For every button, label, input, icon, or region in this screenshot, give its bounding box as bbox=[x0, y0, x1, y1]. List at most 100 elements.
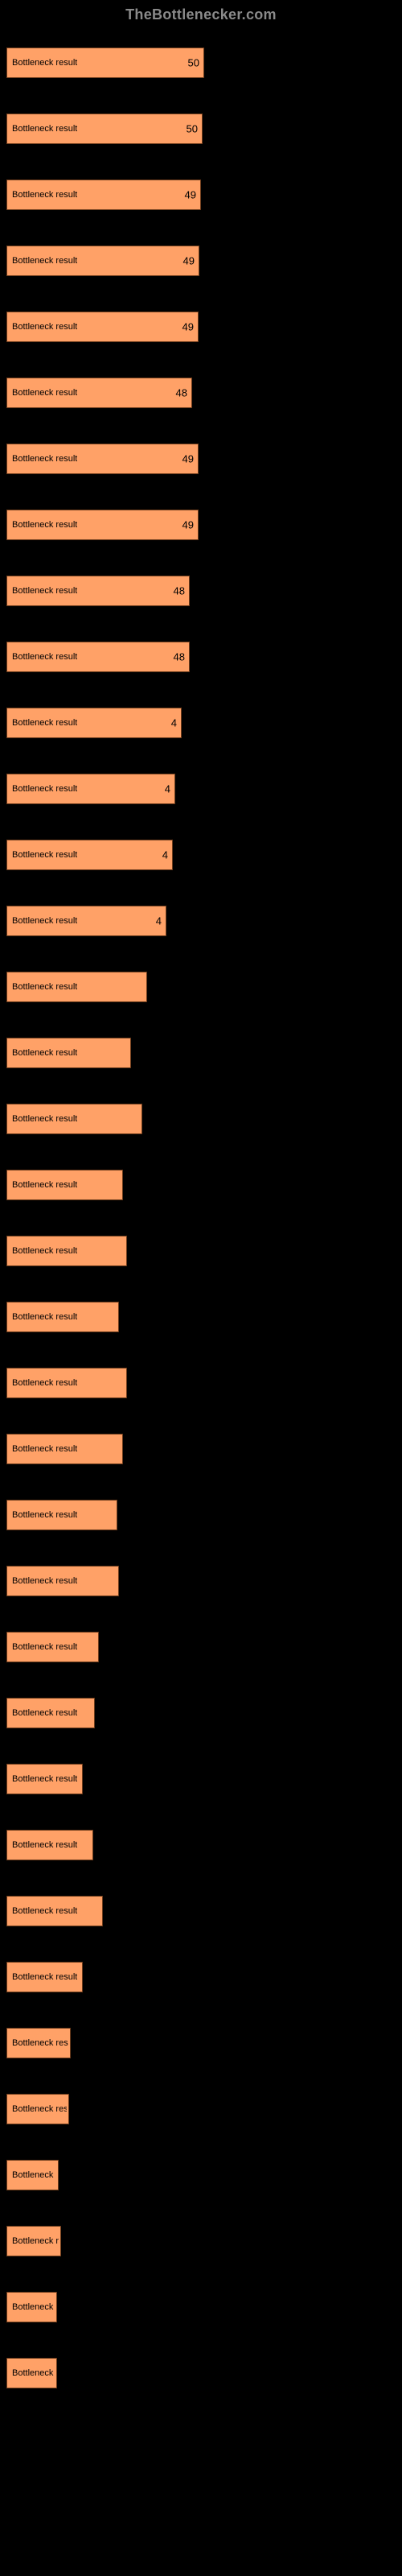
bar-value: 48 bbox=[174, 651, 185, 663]
row-label: NVIDIA GeForce RTX 4080 bbox=[6, 168, 396, 176]
bottleneck-bar[interactable]: Bottleneck result bbox=[6, 1698, 95, 1728]
bar-wrap: Bottleneck result4 bbox=[6, 840, 396, 870]
bar-text: Bottleneck result bbox=[12, 322, 77, 332]
bar-wrap: Bottleneck result 49 bbox=[6, 180, 396, 210]
chart-row: AMD Radeon RX 6900 XTBottleneck result bbox=[6, 1620, 396, 1662]
bottleneck-bar[interactable]: Bottleneck result50 bbox=[6, 47, 204, 78]
bottleneck-bar[interactable]: Bottleneck result bbox=[6, 1104, 142, 1134]
bar-wrap: Bottleneck result bbox=[6, 1038, 396, 1068]
bottleneck-bar[interactable]: Bottleneck result 49 bbox=[6, 180, 201, 210]
bottleneck-bar[interactable]: Bottleneck result bbox=[6, 1236, 127, 1266]
bottleneck-bar[interactable]: Bottleneck result bbox=[6, 972, 147, 1002]
bar-text: Bottleneck result bbox=[12, 2170, 56, 2180]
bar-text: Bottleneck result bbox=[12, 1774, 77, 1784]
bottleneck-bar[interactable]: Bottleneck result bbox=[6, 1170, 123, 1200]
bar-text: Bottleneck result bbox=[12, 1180, 77, 1190]
bottleneck-bar[interactable]: Bottleneck result bbox=[6, 1896, 103, 1926]
chart-row: NVIDIA GeForce RTX 2080 Ti Bottleneck res… bbox=[6, 1951, 396, 1992]
chart-row: NVIDIA GeForce RTX 4080 Bottleneck result… bbox=[6, 168, 396, 210]
bottleneck-bar[interactable]: Bottleneck result bbox=[6, 1368, 127, 1398]
bar-text: Bottleneck result bbox=[12, 1576, 77, 1586]
chart-row: NVIDIA TITAN RTXBottleneck result bbox=[6, 1885, 396, 1926]
bottleneck-bar[interactable]: Bottleneck result bbox=[6, 2094, 69, 2124]
bottleneck-bar[interactable]: Bottleneck result bbox=[6, 2160, 59, 2190]
bottleneck-bar[interactable]: Bottleneck result bbox=[6, 1764, 83, 1794]
row-label: NVIDIA GeForce RTX 3060 Ti bbox=[6, 2215, 396, 2223]
bottleneck-bar[interactable]: Bottleneck result bbox=[6, 1302, 119, 1332]
chart-row: AMD Radeon RX 7900 XT Bottleneck result48 bbox=[6, 564, 396, 606]
bar-wrap: Bottleneck result bbox=[6, 2094, 396, 2124]
bottleneck-bar[interactable]: Bottleneck result4 bbox=[6, 708, 182, 738]
chart-row: NVIDIA RTX A4500 Bottleneck result bbox=[6, 1554, 396, 1596]
bar-text: Bottleneck result bbox=[12, 190, 77, 200]
row-label: NVIDIA GeForce RTX 4080 SUPER bbox=[6, 102, 396, 110]
bottleneck-bar[interactable]: Bottleneck result bbox=[6, 1434, 123, 1464]
bar-value: 49 bbox=[183, 255, 195, 267]
chart-row: NVIDIA GeForce RTX 4070 Ti SUPERBottlene… bbox=[6, 300, 396, 342]
bottleneck-bar[interactable]: Bottleneck result bbox=[6, 2292, 57, 2322]
bottleneck-bar[interactable]: Bottleneck result bbox=[6, 1830, 93, 1860]
bar-wrap: Bottleneck result49 bbox=[6, 312, 396, 342]
chart-row: NVIDIA GeForce RTX 4070Bottleneck result bbox=[6, 1026, 396, 1068]
bar-value: 50 bbox=[188, 57, 199, 69]
row-label: NVIDIA GeForce RTX 2080 Ti bbox=[6, 1951, 396, 1959]
bottleneck-bar[interactable]: Bottleneck result bbox=[6, 1500, 117, 1530]
row-label: AMD Radeon RX 7900 XT bbox=[6, 564, 396, 572]
bottleneck-bar[interactable]: Bottleneck result50 bbox=[6, 114, 203, 144]
bar-text: Bottleneck result bbox=[12, 454, 77, 464]
bar-wrap: Bottleneck result4 bbox=[6, 774, 396, 804]
bottleneck-bar[interactable]: Bottleneck result49 bbox=[6, 312, 199, 342]
bottleneck-bar[interactable]: Bottleneck result48 bbox=[6, 642, 190, 672]
chart-row: NVIDIA RTX A4000Bottleneck result bbox=[6, 2149, 396, 2190]
bar-wrap: Bottleneck result4 bbox=[6, 708, 396, 738]
bottleneck-bar[interactable]: Bottleneck result4 bbox=[6, 840, 173, 870]
chart-row: NVIDIA GeForce RTX 4060 TiBottleneck res… bbox=[6, 2017, 396, 2058]
bar-value: 49 bbox=[185, 189, 196, 201]
bottleneck-bar[interactable]: Bottleneck result 49 bbox=[6, 510, 199, 540]
row-label: NVIDIA RTX A5500 bbox=[6, 1092, 396, 1100]
row-label: AMD Radeon RX 6800 bbox=[6, 2347, 396, 2355]
bottleneck-bar[interactable]: Bottleneck result4 bbox=[6, 906, 166, 936]
chart-row: NVIDIA RTX 6000 Ada Generation Bottleneck… bbox=[6, 366, 396, 408]
bar-value: 4 bbox=[165, 783, 170, 795]
bottleneck-bar[interactable]: Bottleneck result bbox=[6, 2028, 71, 2058]
bar-wrap: Bottleneck result bbox=[6, 2358, 396, 2388]
chart-row: NVIDIA GeForce RTX 4070 SUPERBottleneck … bbox=[6, 630, 396, 672]
chart-row: AMD Radeon RX 7900 GREBottleneck result bbox=[6, 960, 396, 1002]
bottleneck-bar[interactable]: Bottleneck result49 bbox=[6, 444, 199, 474]
bottleneck-bar[interactable]: Bottleneck result bbox=[6, 1038, 131, 1068]
bottleneck-bar[interactable]: Bottleneck result4 bbox=[6, 774, 175, 804]
chart-row: AMD Radeon RX 6950 XTBottleneck result4 bbox=[6, 894, 396, 936]
row-label: NVIDIA RTX A4500 bbox=[6, 1554, 396, 1563]
bottleneck-bar[interactable]: Bottleneck result48 bbox=[6, 378, 192, 408]
chart-row: NVIDIA GeForce RTX 3070Bottleneck result bbox=[6, 1752, 396, 1794]
row-label: NVIDIA Quadro RTX 8000 bbox=[6, 2083, 396, 2091]
bar-text: Bottleneck result bbox=[12, 1510, 77, 1520]
bar-text: Bottleneck result bbox=[12, 1312, 77, 1322]
bar-text: Bottleneck result bbox=[12, 586, 77, 596]
chart-row: NVIDIA GeForce RTX 3080Bottleneck result bbox=[6, 1224, 396, 1266]
bottleneck-bar[interactable]: Bottleneck result48 bbox=[6, 576, 190, 606]
bar-text: Bottleneck result bbox=[12, 1048, 77, 1058]
chart-row: NVIDIA Quadro RTX 8000 Bottleneck result bbox=[6, 2083, 396, 2124]
chart-row: NVIDIA RTX A5500 Bottleneck result bbox=[6, 1092, 396, 1134]
bottleneck-bar[interactable]: Bottleneck result bbox=[6, 1566, 119, 1596]
bar-wrap: Bottleneck result48 bbox=[6, 378, 396, 408]
bottleneck-bar[interactable]: Bottleneck result49 bbox=[6, 246, 199, 276]
bar-wrap: Bottleneck result bbox=[6, 1962, 396, 1992]
bottleneck-bar[interactable]: Bottleneck result bbox=[6, 2358, 57, 2388]
bottleneck-bar[interactable]: Bottleneck result bbox=[6, 1632, 99, 1662]
bar-value: 49 bbox=[183, 519, 194, 531]
chart-row: NVIDIA TITAN VBottleneck result bbox=[6, 1488, 396, 1530]
bar-text: Bottleneck result bbox=[12, 718, 77, 728]
row-label: NVIDIA GeForce RTX 3080 Ti bbox=[6, 1158, 396, 1166]
bottleneck-bar-chart: NVIDIA GeForce RTX 4090Bottleneck result… bbox=[0, 36, 402, 2388]
bottleneck-bar[interactable]: Bottleneck result bbox=[6, 1962, 83, 1992]
bar-wrap: Bottleneck result bbox=[6, 1302, 396, 1332]
row-label: NVIDIA RTX 6000 Ada Generation bbox=[6, 366, 396, 374]
site-header: TheBottlenecker.com bbox=[0, 6, 402, 23]
bar-wrap: Bottleneck result49 bbox=[6, 444, 396, 474]
bottleneck-bar[interactable]: Bottleneck result bbox=[6, 2226, 61, 2256]
bar-wrap: Bottleneck result bbox=[6, 2226, 396, 2256]
bar-text: Bottleneck result bbox=[12, 520, 77, 530]
